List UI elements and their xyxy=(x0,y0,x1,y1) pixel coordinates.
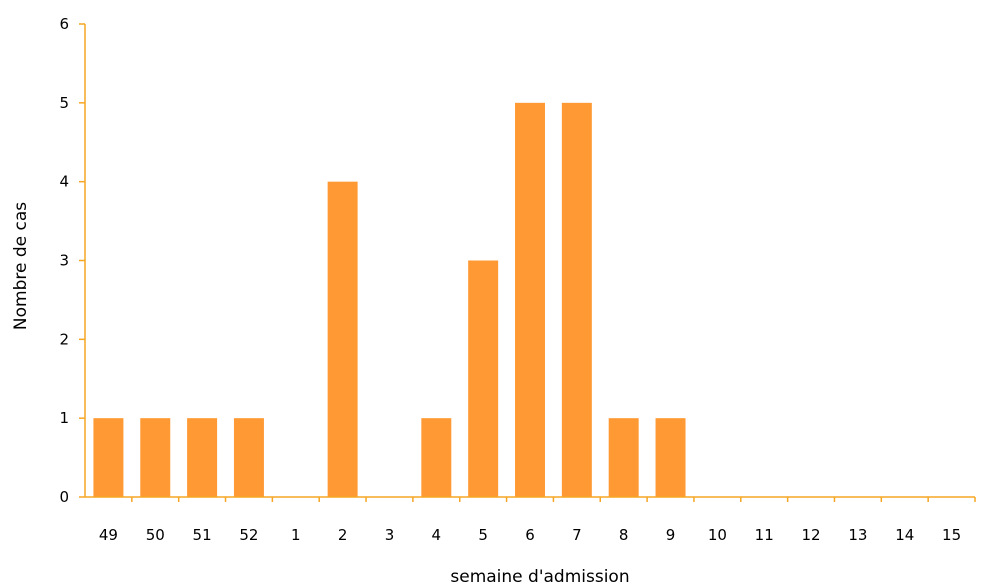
x-tick-label: 7 xyxy=(572,526,582,544)
x-axis-title: semaine d'admission xyxy=(450,567,629,587)
x-tick-label: 1 xyxy=(291,526,301,544)
x-tick-label: 49 xyxy=(99,526,118,544)
x-tick-label: 50 xyxy=(146,526,165,544)
bars-group xyxy=(93,102,686,497)
bar-week-51 xyxy=(187,418,218,497)
x-tick-label: 5 xyxy=(478,526,488,544)
x-tick-label: 11 xyxy=(755,526,774,544)
y-ticks-group: 0 1 2 3 4 5 6 xyxy=(59,15,85,506)
x-ticks-group: 49 50 51 52 1 2 3 4 5 6 7 8 9 10 11 12 13 14 15 xyxy=(99,497,976,544)
y-tick-label: 1 xyxy=(59,409,69,427)
bar-week-5 xyxy=(468,260,499,497)
bar-week-9 xyxy=(655,418,686,497)
x-tick-label: 51 xyxy=(193,526,212,544)
y-tick-label: 6 xyxy=(59,15,69,33)
x-tick-label: 13 xyxy=(848,526,867,544)
y-tick-label: 4 xyxy=(59,173,69,191)
x-tick-label: 15 xyxy=(942,526,961,544)
bar-week-49 xyxy=(93,418,124,497)
x-tick-label: 8 xyxy=(619,526,629,544)
bar-week-4 xyxy=(421,418,452,497)
bar-week-2 xyxy=(327,181,358,497)
x-tick-label: 2 xyxy=(338,526,348,544)
y-tick-label: 5 xyxy=(59,94,69,112)
bar-week-8 xyxy=(608,418,639,497)
y-axis-title: Nombre de cas xyxy=(11,202,31,330)
x-tick-label: 14 xyxy=(895,526,914,544)
y-tick-label: 2 xyxy=(59,330,69,348)
x-tick-label: 12 xyxy=(802,526,821,544)
bar-week-52 xyxy=(233,418,264,497)
y-tick-label: 0 xyxy=(59,488,69,506)
x-tick-label: 52 xyxy=(239,526,258,544)
y-tick-label: 3 xyxy=(59,252,69,270)
x-tick-label: 10 xyxy=(708,526,727,544)
bar-week-50 xyxy=(140,418,171,497)
x-tick-label: 6 xyxy=(525,526,535,544)
bar-week-6 xyxy=(515,102,545,497)
bar-week-7 xyxy=(561,102,592,497)
x-tick-label: 4 xyxy=(432,526,442,544)
x-tick-label: 9 xyxy=(666,526,676,544)
x-tick-label: 3 xyxy=(385,526,395,544)
